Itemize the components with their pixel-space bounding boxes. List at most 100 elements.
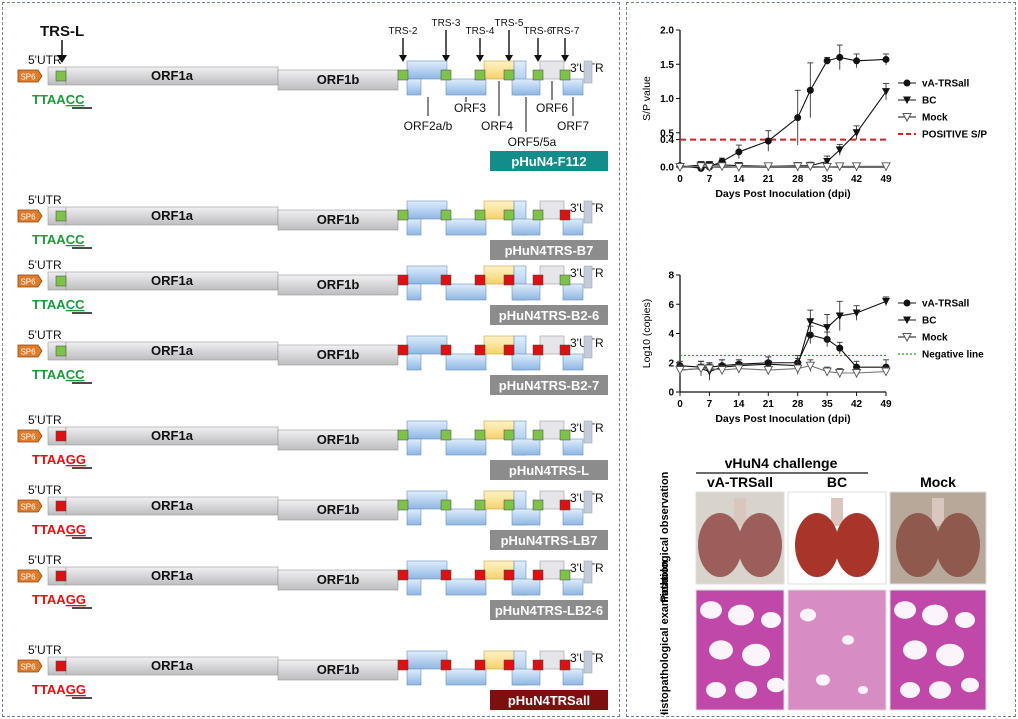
body-trs-box — [474, 499, 486, 511]
row-label: Pathological observation — [659, 471, 671, 602]
orf6-label: ORF6 — [536, 101, 568, 115]
x-tick-label: 21 — [763, 174, 775, 185]
body-trs-box — [440, 499, 452, 511]
leader-trs-box — [55, 345, 67, 357]
construct-label-box — [490, 375, 608, 395]
sp-value-chart: 0 7 14 21 28 35 42 49 0.0 0.40.5 1.0 1.5 2.0 Days Pos… — [641, 26, 987, 201]
construct-label: pHuN4TRS-LB2-6 — [495, 603, 603, 618]
data-point — [851, 369, 862, 378]
x-tick-label: 0 — [677, 399, 683, 410]
alveolus-space — [900, 682, 920, 698]
construct-row: 5'UTR3'UTRSP6ORF1aORF1bTTAACCpHuN4TRS-B2… — [17, 258, 608, 325]
utr5-label: 5'UTR — [28, 643, 62, 657]
trs-sequence: TTAACC — [32, 297, 85, 312]
trs-arrowhead — [505, 55, 513, 62]
orf2b-block — [406, 578, 422, 596]
x-tick-label: 42 — [851, 399, 863, 410]
data-point — [836, 53, 844, 61]
body-trs-box — [532, 569, 544, 581]
trs-sequence: TTAACC — [32, 92, 85, 107]
construct-label: pHuN4TRSall — [508, 693, 590, 708]
legend-marker — [902, 333, 912, 343]
orf2b-block — [406, 438, 422, 456]
orf5-block — [511, 283, 541, 301]
data-point — [717, 162, 727, 172]
data-point — [805, 361, 816, 371]
y-axis-label: Log10 (copies) — [641, 299, 653, 368]
leader-trs-box — [55, 660, 67, 672]
body-trs-box — [532, 429, 544, 441]
x-tick-label: 49 — [880, 174, 892, 185]
orf5-block — [511, 668, 541, 686]
x-tick-label: 0 — [677, 174, 683, 185]
orf3-label: ORF3 — [454, 101, 486, 115]
data-point — [696, 364, 706, 374]
data-point — [823, 324, 832, 332]
construct-label: pHuN4-F112 — [511, 154, 586, 169]
y-tick-label: 4 — [668, 329, 674, 340]
body-trs-box — [503, 499, 515, 511]
alveolus-space — [955, 612, 975, 628]
orf5-block — [511, 508, 541, 526]
sp6-label: SP6 — [20, 573, 36, 582]
body-trs-box — [532, 659, 544, 671]
x-tick-label: 14 — [733, 174, 745, 185]
alveolus-space — [700, 601, 722, 619]
orf1a-label: ORF1a — [151, 428, 194, 443]
utr3-block — [583, 335, 593, 359]
orf2b-block — [406, 353, 422, 371]
leader-trs-box — [55, 570, 67, 582]
orf5-block — [511, 353, 541, 371]
data-point — [823, 57, 831, 65]
sequence-tail: CC — [66, 92, 85, 107]
sp6-promoter — [17, 499, 43, 513]
alveolus-space — [742, 643, 770, 667]
trs-sequence: TTAAGG — [32, 522, 86, 537]
body-trs-box — [532, 344, 544, 356]
trachea-icon — [932, 498, 944, 526]
body-trs-box — [397, 499, 409, 511]
trs-label: TRS-7 — [551, 26, 580, 37]
utr5-label: 5'UTR — [28, 258, 62, 272]
sp6-promoter — [17, 569, 43, 583]
orf5-block — [511, 438, 541, 456]
orf1a-label: ORF1a — [151, 343, 194, 358]
trs-label: TRS-6 — [524, 26, 553, 37]
orf1b-label: ORF1b — [317, 432, 360, 447]
body-trs-box — [440, 209, 452, 221]
construct-label-box — [490, 460, 608, 480]
data-point — [882, 297, 890, 306]
data-point — [794, 114, 802, 122]
body-trs-box — [440, 429, 452, 441]
trs-sequence: TTAAGG — [32, 452, 86, 467]
x-tick-label: 7 — [707, 174, 713, 185]
orf1b-label: ORF1b — [317, 502, 360, 517]
series-line-va-trsall — [679, 56, 887, 169]
construct-label-box — [490, 240, 608, 260]
orf7-block — [562, 218, 584, 236]
construct-label-box — [490, 690, 608, 710]
trs-sequence: TTAACC — [32, 232, 85, 247]
orf3-block — [445, 218, 487, 236]
alveolus-space — [767, 677, 785, 693]
data-point — [822, 367, 832, 377]
orf7-block — [562, 578, 584, 596]
sequence-prefix: TTAA — [32, 367, 66, 382]
y-tick-label: 0.4 — [660, 135, 674, 146]
alveolus-space — [903, 640, 927, 660]
alveolus-space — [929, 681, 951, 699]
orf1a-label: ORF1a — [151, 568, 194, 583]
orf1a-label: ORF1a — [151, 273, 194, 288]
x-tick-label: 49 — [880, 399, 892, 410]
body-trs-box — [474, 69, 486, 81]
body-trs-box — [397, 344, 409, 356]
utr3-block — [583, 420, 593, 444]
data-point — [853, 57, 861, 65]
y-axis-label: S/P value — [641, 76, 653, 121]
data-point — [763, 162, 774, 172]
construct-label: pHuN4TRS-B2-6 — [499, 308, 599, 323]
trs-arrowhead — [534, 55, 542, 62]
orf5-block — [511, 578, 541, 596]
data-point — [852, 309, 861, 318]
